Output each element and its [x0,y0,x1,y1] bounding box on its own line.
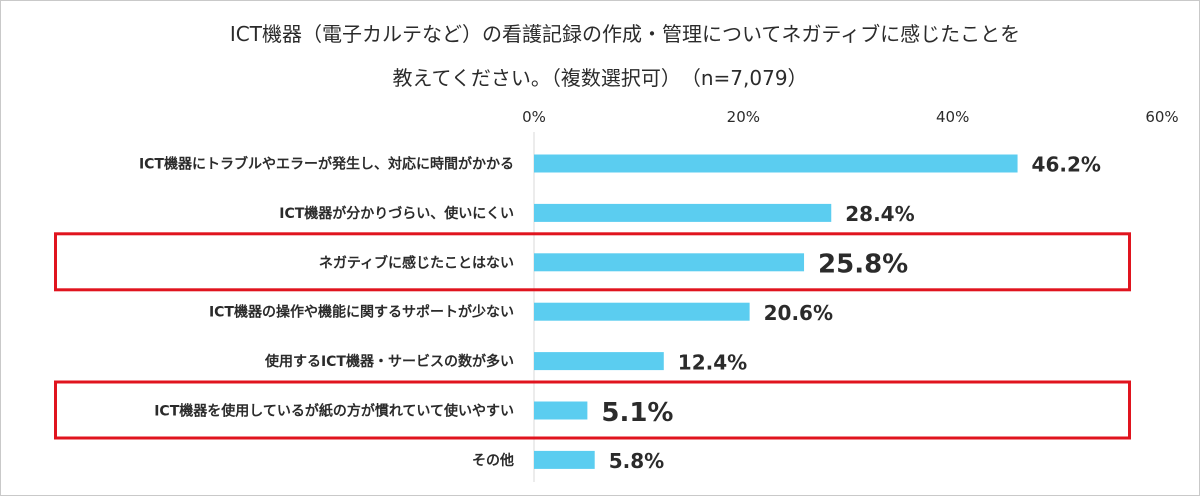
highlight-box [54,232,1131,292]
x-tick-label: 20% [727,108,760,126]
bar [534,154,1018,173]
chart-title-line-2: 教えてください。（複数選択可） （n=7,079） [392,66,808,90]
data-label: 46.2% [1032,153,1101,177]
data-label: 5.1% [601,398,673,428]
data-label: 12.4% [678,350,747,374]
data-label: 25.8% [818,250,908,280]
category-label: ネガティブに感じたことはない [319,254,514,271]
category-label: ICT機器を使用しているが紙の方が慣れていて使いやすい [154,403,514,420]
x-tick-label: 40% [936,108,969,126]
category-label: ICT機器にトラブルやエラーが発生し、対応に時間がかかる [139,156,514,173]
category-label: ICT機器の操作や機能に関するサポートが少ない [209,304,514,321]
bar [534,302,750,321]
bar [534,450,595,469]
category-label: 使用するICT機器・サービスの数が多い [264,353,514,370]
bar [534,203,832,222]
chart-title-line-1: ICT機器（電子カルテなど）の看護記録の作成・管理についてネガティブに感じたこと… [229,22,1021,46]
data-label: 20.6% [764,301,833,325]
highlight-box [54,380,1131,440]
bar [534,401,588,420]
category-label: ICT機器が分かりづらい、使いにくい [279,205,514,222]
bar [534,352,664,371]
x-tick-label: 60% [1145,108,1178,126]
bar [534,253,805,272]
x-tick-label: 0% [522,108,546,126]
category-label: その他 [472,452,514,469]
data-label: 5.8% [609,449,664,473]
data-label: 28.4% [845,202,914,226]
